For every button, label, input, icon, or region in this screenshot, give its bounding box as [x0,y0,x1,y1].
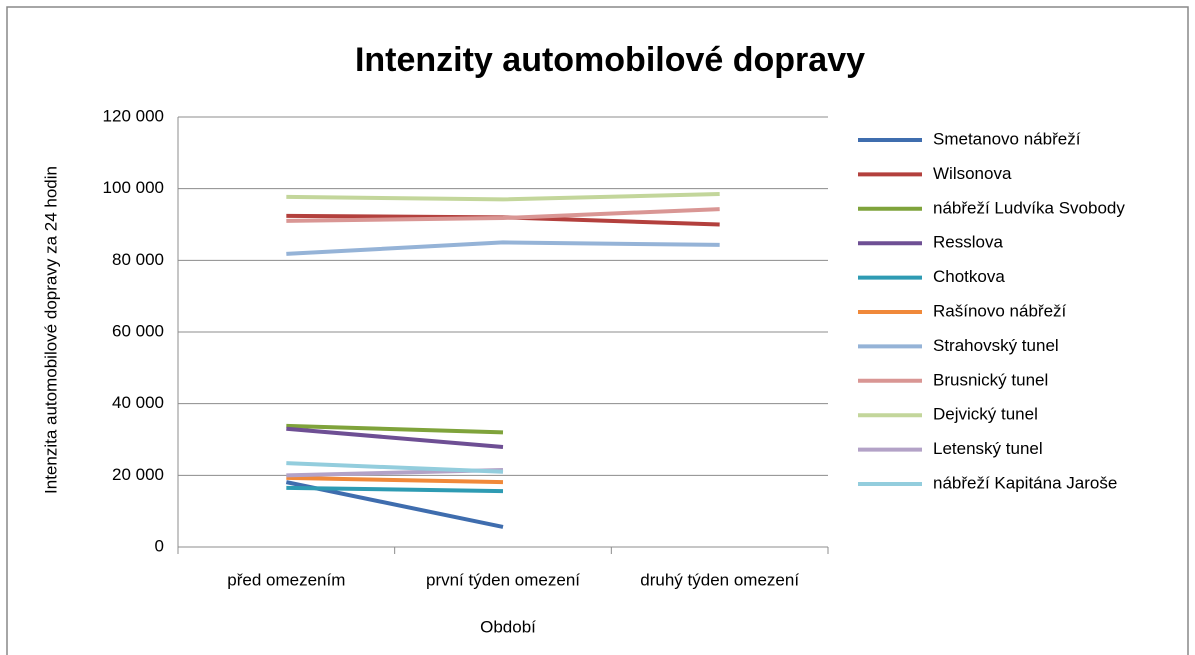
legend-label: Brusnický tunel [933,370,1048,389]
series-line [286,485,504,494]
series-line [286,475,504,485]
series-line [286,207,720,223]
series-line [286,423,504,435]
legend-label: nábřeží Ludvíka Svobody [933,198,1125,217]
y-tick-label: 100 000 [103,178,164,197]
legend-label: Dejvický tunel [933,405,1038,424]
legend-label: Smetanovo nábřeží [933,129,1081,148]
y-tick-label: 80 000 [112,250,164,269]
legend-label: Chotkova [933,267,1005,286]
y-axis-label: Intenzita automobilové dopravy za 24 hod… [41,166,60,494]
y-tick-label: 60 000 [112,321,164,340]
series-line [286,426,504,450]
series-line [286,240,720,256]
legend-label: Wilsonova [933,164,1012,183]
x-axis-label: Období [480,617,536,636]
legend-label: Resslova [933,233,1003,252]
x-tick-label: druhý týden omezení [640,570,799,589]
legend-label: Rašínovo nábřeží [933,301,1067,320]
y-tick-label: 20 000 [112,465,164,484]
series-line [286,461,504,474]
y-tick-label: 0 [155,536,164,555]
y-tick-label: 120 000 [103,106,164,125]
series-line [286,192,720,202]
x-tick-label: první týden omezení [426,570,580,589]
legend-label: nábřeží Kapitána Jaroše [933,473,1117,492]
y-tick-label: 40 000 [112,393,164,412]
legend-label: Strahovský tunel [933,336,1059,355]
chart-title: Intenzity automobilové dopravy [355,41,865,79]
legend-label: Letenský tunel [933,439,1043,458]
x-tick-label: před omezením [227,570,345,589]
chart-frame [6,6,1189,655]
